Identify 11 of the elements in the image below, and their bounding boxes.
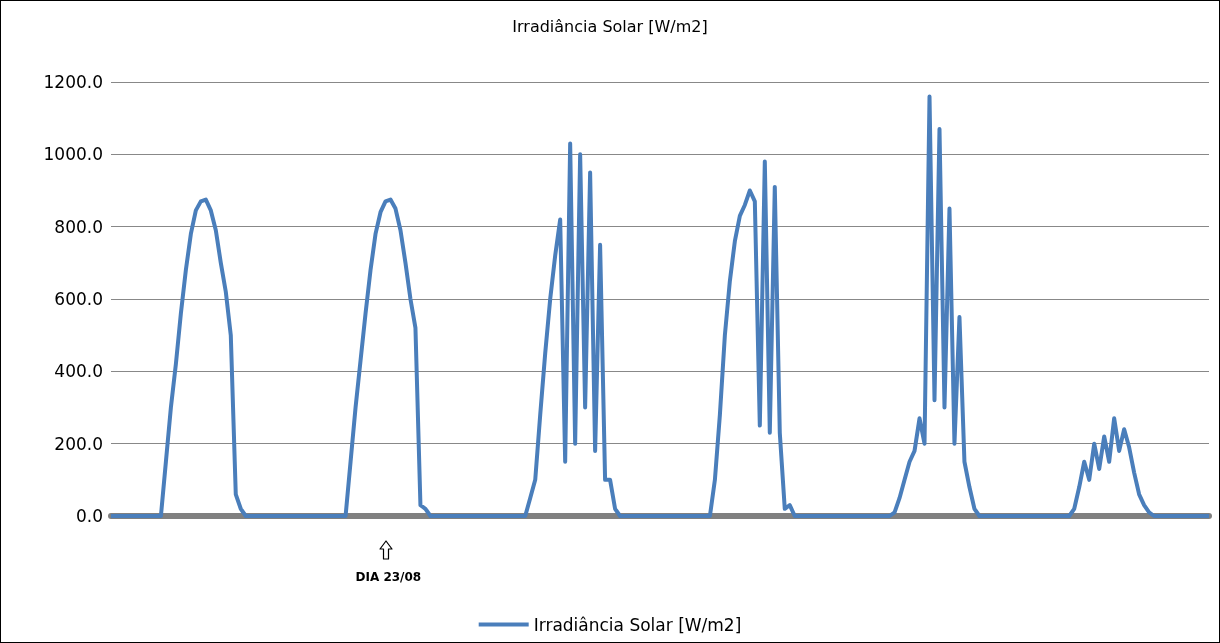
y-tick-label: 600.0 [54,289,103,309]
legend-label: Irradiância Solar [W/m2] [533,614,742,635]
y-tick-label: 0.0 [75,506,103,526]
chart-title: Irradiância Solar [W/m2] [512,16,708,36]
y-tick-label: 1000.0 [43,144,103,165]
line-series [109,94,1211,518]
y-tick-label: 400.0 [54,361,103,382]
y-tick-label: 200.0 [54,433,103,454]
y-tick-label: 1200.0 [43,72,103,92]
text: DIA 23/08 [355,570,422,584]
y-tick-label: 800.0 [54,216,103,237]
